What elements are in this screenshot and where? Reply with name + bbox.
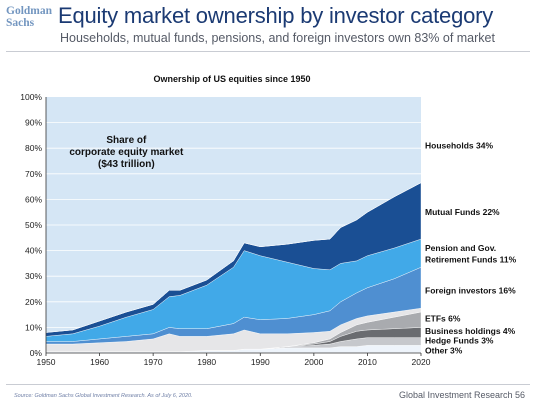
y-tick-label: 90% <box>25 118 42 128</box>
x-tick-label: 1970 <box>144 357 163 367</box>
x-tick-label: 2000 <box>304 357 323 367</box>
slide-subtitle: Households, mutual funds, pensions, and … <box>60 31 495 45</box>
chart-annotation: Share of corporate equity market ($43 tr… <box>69 135 184 170</box>
series-label-pension-and-gov: Pension and Gov. <box>425 243 496 253</box>
stacked-areas <box>45 182 422 354</box>
logo-line-2: Sachs <box>6 17 35 29</box>
y-tick-label: 10% <box>25 322 42 332</box>
series-label-mutual-funds-22: Mutual Funds 22% <box>425 207 500 217</box>
annotation-line-2: corporate equity market <box>69 147 184 158</box>
annotation-line-3: ($43 trillion) <box>98 159 155 170</box>
area-households-34 <box>45 182 422 333</box>
footer-divider <box>6 384 530 385</box>
x-tick-label: 2020 <box>412 357 431 367</box>
y-tick-label: 0% <box>30 348 43 358</box>
logo-line-1: Goldman <box>6 5 53 17</box>
goldman-sachs-logo: Goldman Sachs <box>6 5 53 29</box>
annotation-line-1: Share of <box>106 135 147 146</box>
series-label-foreign-investors-16: Foreign investors 16% <box>425 285 516 295</box>
x-tick-label: 1950 <box>37 357 56 367</box>
x-tick-label: 1960 <box>90 357 109 367</box>
x-tick-label: 2010 <box>358 357 377 367</box>
y-tick-label: 60% <box>25 194 42 204</box>
y-tick-label: 80% <box>25 143 42 153</box>
x-tick-label: 1980 <box>197 357 216 367</box>
y-tick-label: 20% <box>25 297 42 307</box>
x-axis: 1950 1960 1970 1980 1990 2000 2010 2020 <box>37 97 431 367</box>
header-divider <box>6 51 530 52</box>
chart-title: Ownership of US equities since 1950 <box>153 74 310 84</box>
series-label-retirement-funds-11: Retirement Funds 11% <box>425 255 517 265</box>
series-label-business-holdings-4: Business holdings 4% <box>425 326 516 336</box>
y-tick-label: 50% <box>25 220 42 230</box>
series-label-other-3: Other 3% <box>425 345 463 355</box>
slide-title: Equity market ownership by investor cate… <box>58 3 494 28</box>
series-label-etfs-6: ETFs 6% <box>425 313 461 323</box>
y-tick-label: 40% <box>25 246 42 256</box>
series-label-households-34: Households 34% <box>425 141 493 151</box>
y-tick-label: 70% <box>25 169 42 179</box>
x-tick-label: 1990 <box>251 357 270 367</box>
series-labels: Households 34% Mutual Funds 22% Pension an… <box>425 141 517 356</box>
source-note: Source: Goldman Sachs Global Investment … <box>14 393 193 399</box>
y-axis: 0% 10% 20% 30% 40% 50% 60% 70% 80% 90% 100% <box>20 92 42 358</box>
page-number: 56 <box>515 390 526 400</box>
series-label-hedge-funds-3: Hedge Funds 3% <box>425 336 494 346</box>
y-tick-label: 30% <box>25 271 42 281</box>
y-tick-label: 100% <box>20 92 42 102</box>
footer-brand: Global Investment Research <box>399 390 513 400</box>
